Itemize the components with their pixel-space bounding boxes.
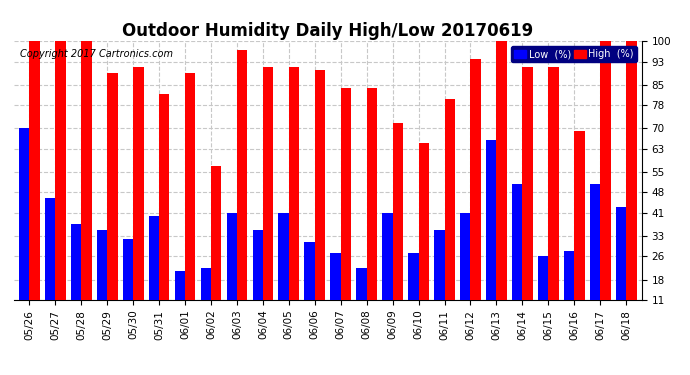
Title: Outdoor Humidity Daily High/Low 20170619: Outdoor Humidity Daily High/Low 20170619 (122, 22, 533, 40)
Bar (237, 50, 247, 332)
Bar (331, 254, 341, 332)
Bar (419, 143, 429, 332)
Bar (574, 131, 584, 332)
Bar (304, 242, 315, 332)
Bar (590, 184, 600, 332)
Bar (356, 268, 366, 332)
Bar (71, 224, 81, 332)
Bar (341, 88, 351, 332)
Bar (366, 88, 377, 332)
Bar (522, 68, 533, 332)
Bar (81, 41, 92, 332)
Bar (408, 254, 419, 332)
Bar (201, 268, 211, 332)
Bar (615, 207, 626, 332)
Bar (123, 239, 133, 332)
Bar (600, 41, 611, 332)
Bar (496, 41, 506, 332)
Bar (55, 41, 66, 332)
Bar (226, 213, 237, 332)
Bar (393, 123, 403, 332)
Bar (263, 68, 273, 332)
Bar (107, 73, 117, 332)
Bar (549, 68, 559, 332)
Bar (486, 140, 496, 332)
Bar (564, 251, 574, 332)
Bar (19, 129, 30, 332)
Bar (315, 70, 325, 332)
Bar (159, 94, 170, 332)
Bar (279, 213, 289, 332)
Bar (289, 68, 299, 332)
Bar (382, 213, 393, 332)
Bar (253, 230, 263, 332)
Bar (626, 41, 636, 332)
Bar (133, 68, 144, 332)
Bar (149, 216, 159, 332)
Legend: Low  (%), High  (%): Low (%), High (%) (511, 46, 637, 62)
Bar (45, 198, 55, 332)
Bar (538, 256, 549, 332)
Text: Copyright 2017 Cartronics.com: Copyright 2017 Cartronics.com (20, 49, 173, 59)
Bar (460, 213, 471, 332)
Bar (175, 271, 185, 332)
Bar (444, 99, 455, 332)
Bar (97, 230, 107, 332)
Bar (185, 73, 195, 332)
Bar (471, 59, 481, 332)
Bar (211, 166, 221, 332)
Bar (434, 230, 444, 332)
Bar (512, 184, 522, 332)
Bar (30, 41, 40, 332)
